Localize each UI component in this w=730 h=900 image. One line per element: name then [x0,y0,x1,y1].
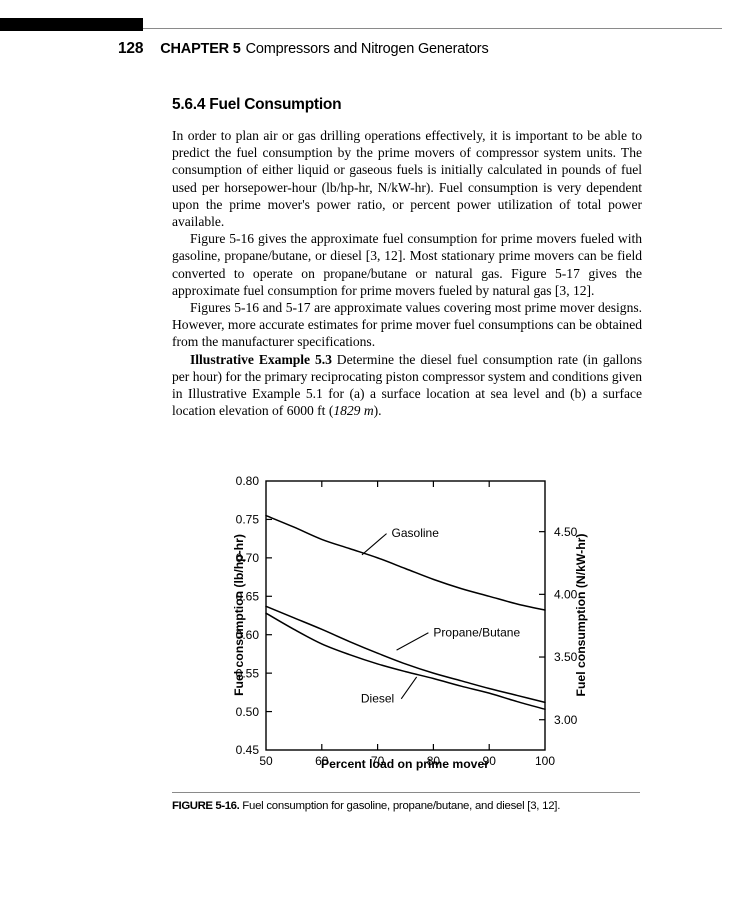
section-heading: 5.6.4 Fuel Consumption [172,96,342,113]
y-tick-label: 0.55 [236,666,260,680]
x-axis-title: Percent load on prime mover [321,757,489,771]
y-axis-title: Fuel consumption (lb/hp-hr) [232,534,246,696]
series-line-diesel [265,612,546,711]
y-axis-ticks [266,518,272,713]
figure-caption-text: Fuel consumption for gasoline, propane/b… [239,800,561,812]
example-metric-value: 1829 m [333,403,374,419]
paragraph-2: Figure 5-16 gives the approximate fuel c… [172,231,642,298]
paragraph-3: Figures 5-16 and 5-17 are approximate va… [172,300,642,350]
example-text-part-1: Determine the diesel fuel consumption ra… [172,351,642,419]
series-line-gasoline [265,514,546,611]
running-head: 128 CHAPTER 5 Compressors and Nitrogen Gen… [118,40,678,58]
plot-frame [265,480,546,751]
y2-tick-label: 3.00 [554,713,578,727]
x-tick-label: 90 [483,754,497,768]
y-tick-label: 0.65 [236,589,260,603]
leader-line-gasoline [361,533,387,556]
y2-tick-label: 3.50 [554,650,578,664]
y2-axis-ticks [539,531,545,721]
data-series-group [265,514,546,711]
paragraph-illustrative-example: Illustrative Example 5.3 Determine the d… [172,351,642,420]
y2-tick-label: 4.50 [554,525,578,539]
page-content: 5.6.4 Fuel Consumption In order to plan … [172,96,642,419]
example-text-part-2: ). [373,403,382,419]
chapter-title: Compressors and Nitrogen Generators [245,41,489,57]
series-label-propane-butane: Propane/Butane [433,625,520,639]
header-black-bar [0,18,143,31]
x-tick-label: 50 [259,754,273,768]
x-axis-ticks [321,481,490,750]
y2-axis-tick-labels: 3.00 3.50 4.00 4.50 [554,525,578,727]
y-tick-label: 0.75 [236,513,260,527]
y-tick-label: 0.50 [236,705,260,719]
x-tick-label: 80 [427,754,441,768]
y-tick-label: 0.45 [236,743,260,757]
figure-caption-rule [172,792,640,793]
series-line-propane-butane [265,605,546,704]
chapter-label: CHAPTER 5 [160,41,241,57]
header-rule [0,28,722,29]
x-tick-label: 70 [371,754,385,768]
figure-caption-label: FIGURE 5-16. [172,800,240,812]
example-label: Illustrative Example 5.3 [190,351,332,367]
y2-tick-label: 4.00 [554,588,578,602]
fuel-consumption-chart: 50 60 70 80 90 100 0.450.500.550.600.650.700.… [232,474,588,771]
series-label-diesel: Diesel [361,691,394,705]
leader-line-propane-butane [396,632,429,651]
page-number: 128 [118,40,144,57]
series-annotations: Gasoline Propane/Butane Diesel [361,526,521,705]
figure-5-16: 50 60 70 80 90 100 0.45 0.50 0.55 0.60 0.65 0.70 0.… [0,462,730,822]
x-tick-label: 60 [315,754,329,768]
y-tick-label: 0.60 [236,628,260,642]
series-label-gasoline: Gasoline [392,526,440,540]
x-axis-tick-labels: 50 60 70 80 90 100 [259,754,555,768]
x-tick-label: 100 [535,754,555,768]
paragraph-1: In order to plan air or gas drilling ope… [172,128,642,230]
y-tick-label: 0.80 [236,474,260,488]
leader-line-diesel [400,676,418,700]
y-axis-tick-labels: 0.45 0.50 0.55 0.60 0.65 0.70 0.75 0.80 [236,474,260,757]
figure-caption: FIGURE 5-16. Fuel consumption for gasoli… [172,800,672,812]
y-tick-label: 0.70 [236,551,260,565]
y2-axis-title: Fuel consumption (N/kW-hr) [574,534,588,697]
